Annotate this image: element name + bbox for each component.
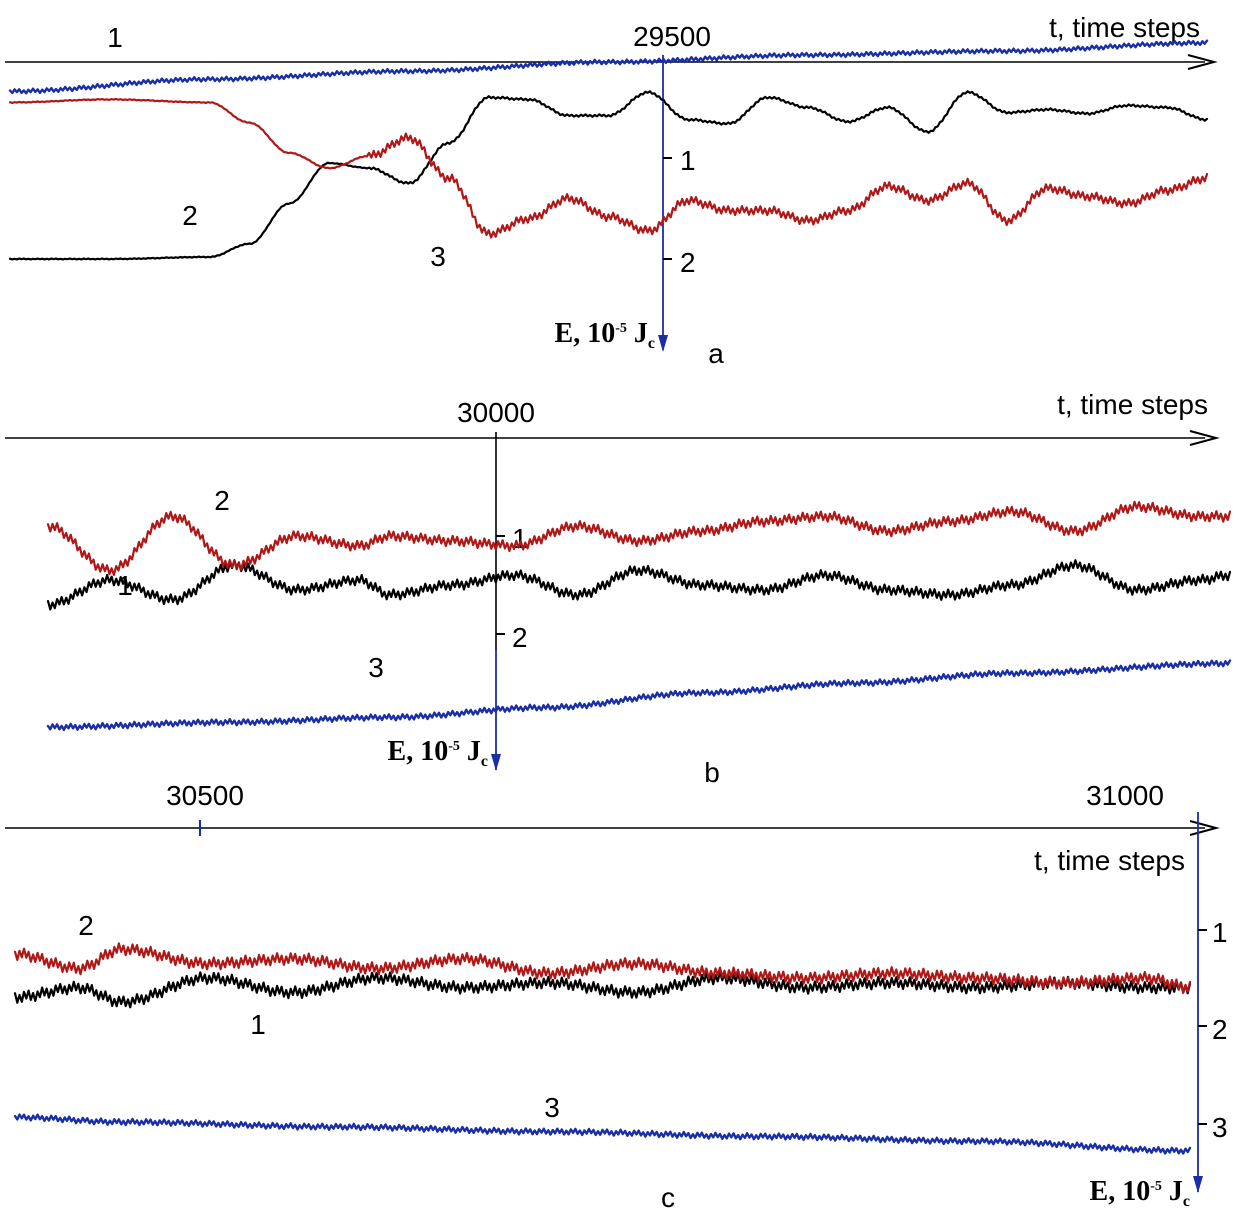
panel-a-letter: a	[708, 338, 724, 369]
panel-a-ytick-label: 2	[680, 247, 696, 278]
series-line-3	[46, 659, 1232, 732]
panel-b-xlabel: t, time steps	[1057, 389, 1208, 420]
panel-c-energy-arrowhead	[1193, 1176, 1203, 1193]
panel-c-ylabel: E, 10-5 Jc	[1090, 1176, 1190, 1210]
panel-b-series-label: 2	[214, 485, 230, 516]
panel-b: t, time steps 30000 1 2 E, 10-5 Jc b 1 2…	[5, 389, 1232, 788]
series-line-2	[13, 942, 1192, 995]
panel-c-xtick-label: 30500	[166, 780, 244, 811]
panel-c-ytick-label: 3	[1212, 1112, 1228, 1143]
panel-b-arrowhead	[1189, 430, 1220, 446]
panel-c-series-group	[13, 942, 1192, 1155]
panel-b-ylabel: E, 10-5 Jc	[388, 736, 488, 770]
panel-a-series-label: 1	[107, 22, 123, 53]
panel-c-series-label: 2	[78, 910, 94, 941]
panel-a-xlabel: t, time steps	[1049, 12, 1200, 43]
panel-a-xtick-label: 29500	[633, 21, 711, 52]
series-line-3	[13, 1113, 1192, 1155]
panel-a-series-label: 3	[430, 241, 446, 272]
panel-c-xlabel: t, time steps	[1034, 845, 1185, 876]
panel-b-series-label: 3	[368, 652, 384, 683]
panel-a-series-group	[8, 39, 1209, 261]
panel-a-arrowhead	[1187, 54, 1218, 70]
panel-c-ytick-label: 2	[1212, 1014, 1228, 1045]
panel-b-energy-arrowhead	[491, 754, 501, 771]
series-line-1	[8, 90, 1209, 261]
panel-a-ytick-label: 1	[680, 145, 696, 176]
panel-b-letter: b	[704, 757, 720, 788]
panel-c-ytick-label: 1	[1212, 917, 1228, 948]
series-line-1	[46, 559, 1232, 611]
panel-c-letter: c	[661, 1182, 675, 1213]
panel-a: t, time steps 29500 1 2 E, 10-5 Jc a 1 2…	[5, 12, 1218, 369]
panel-b-xtick-label: 30000	[457, 397, 535, 428]
panel-c-xtick-label: 31000	[1086, 780, 1164, 811]
panel-c: 30500 31000 t, time steps 1 2 3 E, 10-5 …	[5, 780, 1228, 1213]
series-line-3	[8, 39, 1209, 95]
series-line-1	[13, 971, 1192, 1009]
series-line-2	[46, 500, 1232, 576]
panel-a-ylabel: E, 10-5 Jc	[555, 318, 655, 352]
panel-a-energy-arrowhead	[658, 335, 668, 352]
panel-c-series-label: 3	[544, 1092, 560, 1123]
panel-b-series-group	[46, 500, 1232, 732]
panel-a-series-label: 2	[182, 200, 198, 231]
series-line-2	[8, 97, 1209, 239]
panel-b-ytick-label: 2	[512, 622, 528, 653]
panel-c-series-label: 1	[250, 1009, 266, 1040]
